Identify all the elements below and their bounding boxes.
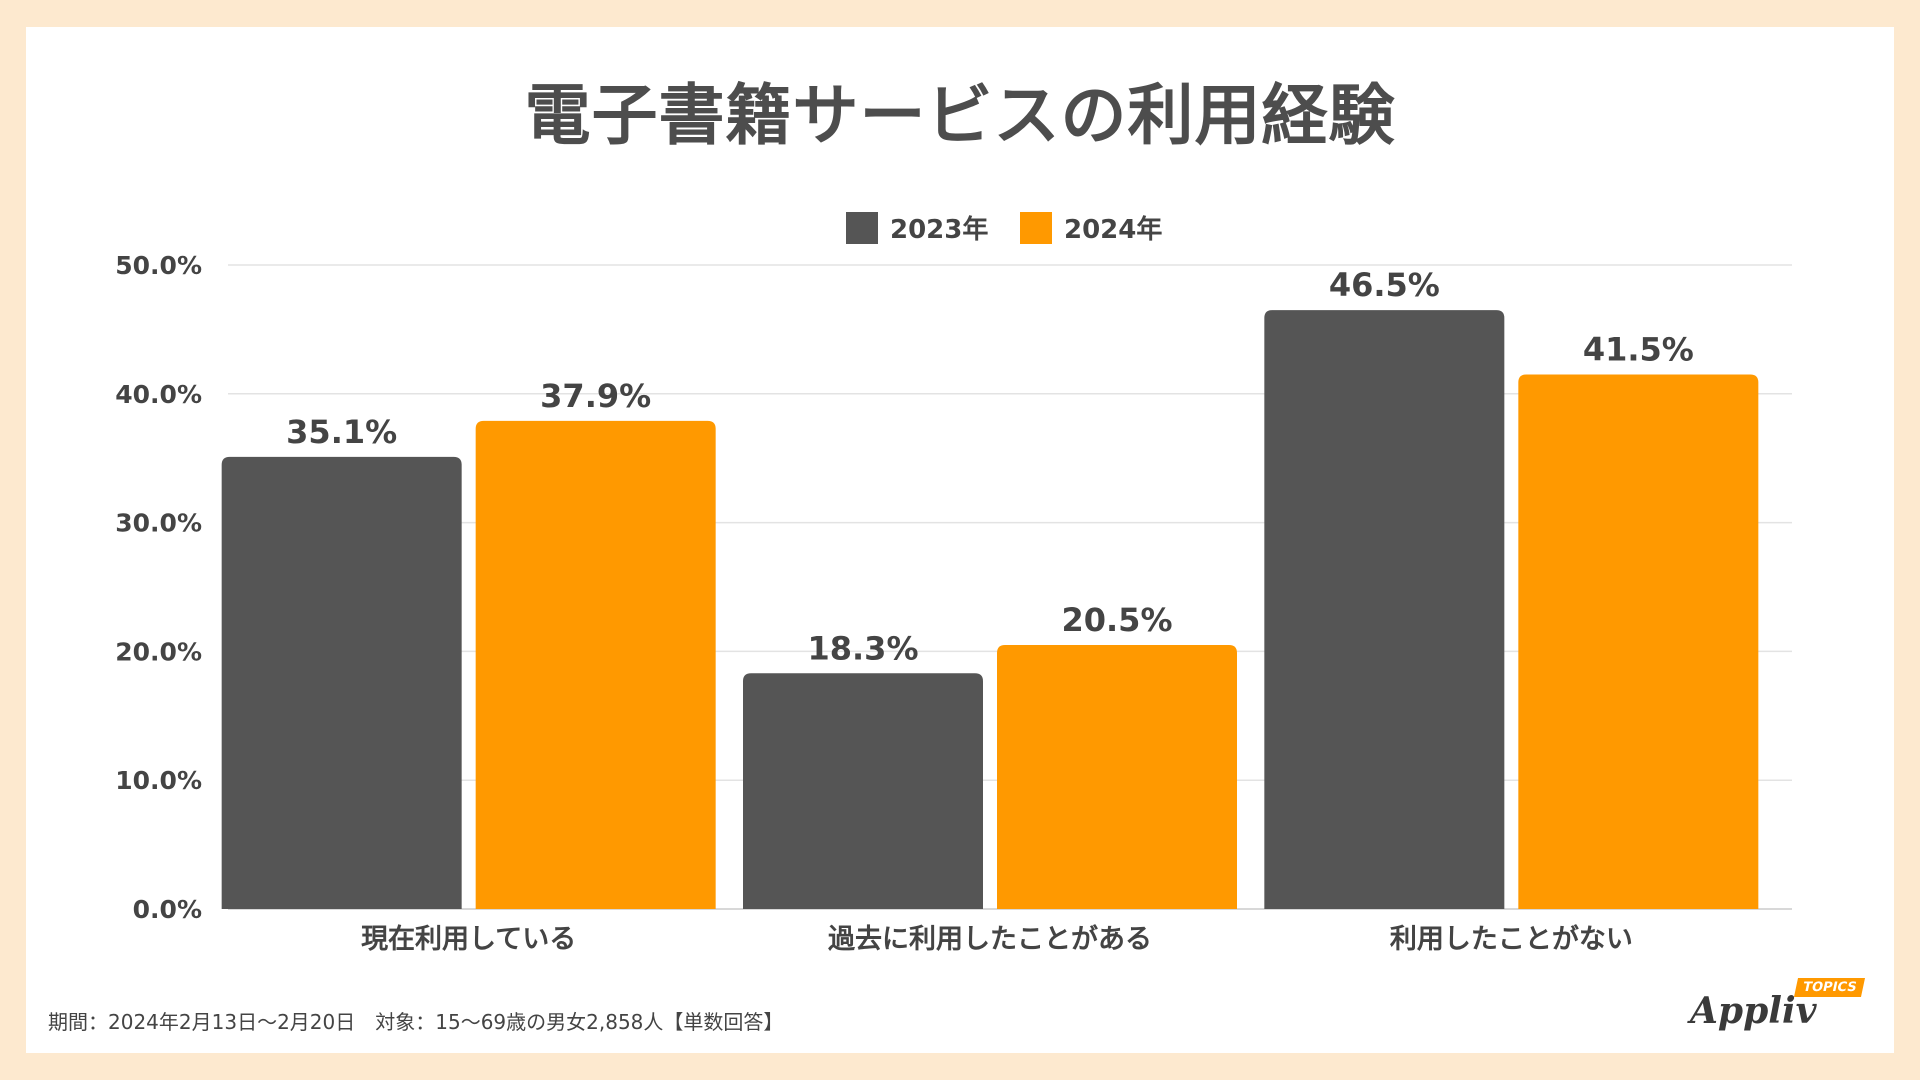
- legend-swatch: [846, 212, 878, 244]
- x-tick-label: 現在利用している: [361, 924, 576, 955]
- logo-text: Appliv: [1690, 990, 1817, 1032]
- bar: [221, 456, 462, 909]
- x-tick-label: 利用したことがない: [1390, 923, 1633, 955]
- y-tick-label: 50.0%: [115, 251, 202, 280]
- data-label: 18.3%: [807, 629, 918, 667]
- chart-title: 電子書籍サービスの利用経験: [524, 77, 1396, 154]
- bar: [997, 644, 1237, 909]
- legend-swatch: [1020, 212, 1052, 244]
- data-label: 46.5%: [1329, 266, 1440, 304]
- bar: [1518, 374, 1759, 910]
- bar: [1264, 310, 1505, 910]
- y-tick-label: 20.0%: [115, 637, 202, 666]
- y-tick-label: 0.0%: [133, 895, 202, 924]
- data-label: 35.1%: [286, 413, 397, 451]
- data-label: 41.5%: [1583, 330, 1694, 368]
- y-tick-label: 10.0%: [115, 766, 202, 795]
- y-tick-label: 30.0%: [115, 509, 202, 538]
- survey-footnote: 期間：2024年2月13日〜2月20日 対象：15〜69歳の男女2,858人【単…: [48, 1010, 784, 1034]
- logo-tag: TOPICS: [1793, 978, 1866, 997]
- legend-label: 2024年: [1064, 214, 1162, 245]
- legend-label: 2023年: [890, 214, 988, 245]
- data-label: 20.5%: [1061, 601, 1172, 639]
- bar: [475, 420, 716, 909]
- bar: [743, 673, 983, 909]
- y-tick-label: 40.0%: [115, 380, 202, 409]
- applivtopics-logo: Appliv TOPICS: [1680, 976, 1880, 1036]
- data-label: 37.9%: [540, 377, 651, 415]
- x-tick-label: 過去に利用したことがある: [828, 923, 1152, 955]
